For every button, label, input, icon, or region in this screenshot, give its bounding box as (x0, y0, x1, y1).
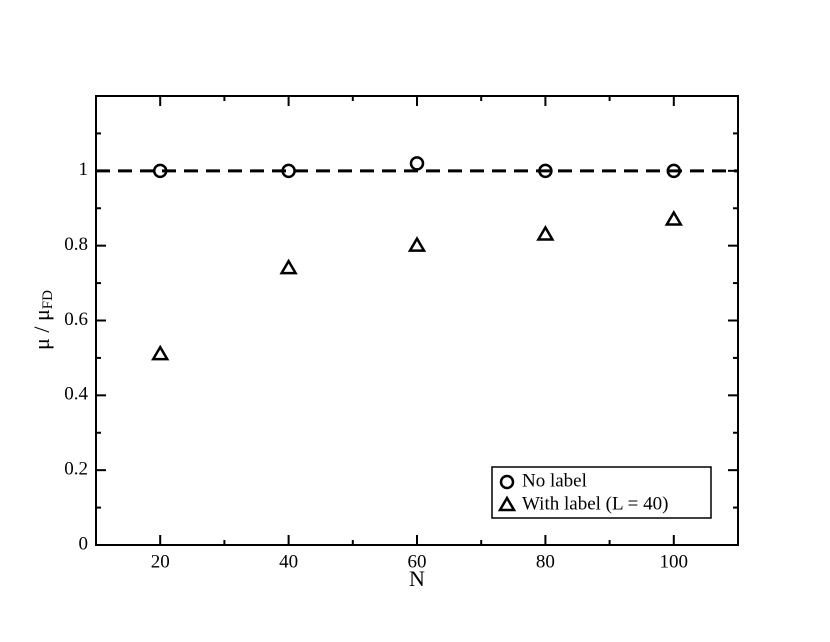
y-tick-label: 0.2 (64, 459, 88, 480)
x-tick-label: 60 (408, 551, 427, 572)
y-tick-label: 0.8 (64, 234, 88, 255)
y-tick-label: 0 (79, 533, 89, 554)
y-tick-label: 0.6 (64, 309, 88, 330)
marker (279, 258, 298, 275)
x-tick-label: 40 (279, 551, 298, 572)
marker (664, 209, 683, 226)
marker (538, 163, 553, 179)
y-tick-label: 1 (79, 159, 89, 180)
marker (666, 163, 682, 179)
y-axis-label: μ / μFD (29, 290, 56, 350)
x-tick-label: 100 (660, 551, 689, 572)
x-tick-label: 80 (536, 551, 555, 572)
x-axis-label: N (409, 566, 425, 591)
marker (536, 224, 555, 241)
marker (151, 344, 170, 361)
marker (281, 163, 296, 179)
legend-label: With label (L = 40) (522, 493, 668, 514)
y-axis-label-main: μ / μ (29, 309, 54, 350)
marker (407, 236, 427, 252)
y-axis-label-sub: FD (40, 290, 56, 309)
legend-marker (497, 495, 517, 512)
marker (409, 156, 425, 171)
x-tick-label: 20 (151, 551, 170, 572)
y-tick-label: 0.4 (64, 384, 88, 405)
legend-marker (499, 474, 515, 490)
marker (152, 163, 168, 179)
legend-box (491, 466, 712, 519)
legend-label: No label (522, 470, 587, 491)
